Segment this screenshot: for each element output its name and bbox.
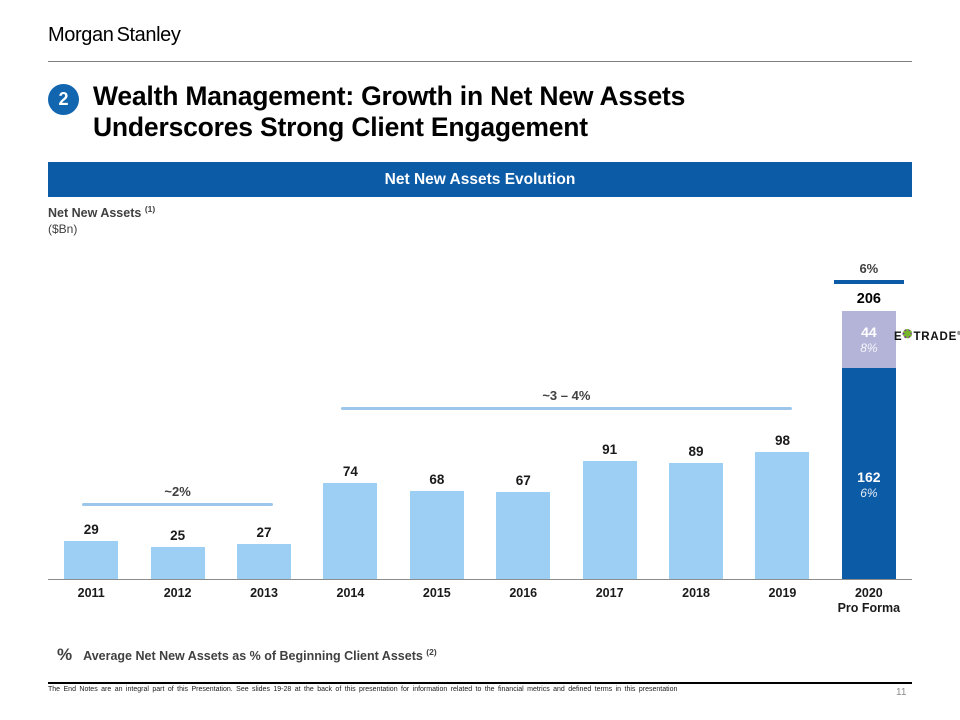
bar-2017 — [582, 460, 637, 579]
etrade-registered-mark: ® — [957, 331, 960, 338]
bar-value-label: 91 — [602, 441, 618, 457]
x-axis-label-line1: 2012 — [163, 586, 192, 600]
segment-value-label: 162 — [857, 468, 881, 485]
bar-2019 — [755, 451, 810, 579]
x-axis-label-line1: 2011 — [77, 586, 105, 600]
chart-column-2012: 25 — [134, 248, 220, 579]
etrade-logo: E ✱ ✱ TRADE® — [894, 325, 960, 343]
chart-x-axis-labels: 2011 2012 2013 2014 2015 2016 2017 2018 2019 2020… — [48, 586, 912, 616]
bar-value-label: 29 — [83, 522, 99, 538]
chart-column-2018: 89 — [653, 248, 739, 579]
bar-segment-e-trade: 44 8% — [841, 311, 896, 369]
slide-title-line2: Underscores Strong Client Engagement — [93, 112, 588, 142]
title-row: 2 Wealth Management: Growth in Net New A… — [48, 81, 912, 143]
x-axis-label-line1: 2015 — [422, 586, 451, 600]
footnote-text: Average Net New Assets as % of Beginning… — [83, 646, 437, 663]
bracket-line-1 — [341, 406, 792, 410]
chart-column-2019: 98 — [739, 248, 825, 579]
x-axis-label-line2: Pro Forma — [837, 601, 901, 615]
chart-column-2011: 29 — [48, 248, 134, 579]
bar-value-label: 98 — [774, 432, 790, 448]
slide-title: Wealth Management: Growth in Net New Ass… — [93, 81, 685, 143]
footer: The End Notes are an integral part of th… — [48, 682, 912, 693]
etrade-star-icon: ✱ ✱ — [899, 325, 916, 343]
x-axis-label-2016: 2016 — [480, 586, 566, 616]
x-axis-label-2019: 2019 — [739, 586, 825, 616]
x-axis-label-line1: 2016 — [509, 586, 538, 600]
x-axis-label-line1: 2014 — [336, 586, 365, 600]
total-value-label: 206 — [856, 290, 881, 307]
bar-segment-morgan-stanley: 162 6% — [841, 368, 896, 579]
percent-symbol: % — [57, 645, 73, 664]
morgan-stanley-logo: Morgan Stanley — [48, 24, 181, 46]
bar-value-label: 25 — [170, 527, 186, 543]
x-axis-label-2013: 2013 — [221, 586, 307, 616]
bar-chart: 29 25 27 74 68 67 91 89 98 6% 206 44 8% 162 6% ~2% ~3 – … — [48, 248, 960, 618]
x-axis-label-line1: 2019 — [768, 586, 797, 600]
chart-axis-title: Net New Assets (1) — [48, 204, 155, 220]
x-axis-label-line1: 2013 — [250, 586, 278, 600]
chart-column-2017: 91 — [566, 248, 652, 579]
bar-2016 — [496, 491, 551, 579]
bar-2015 — [409, 490, 464, 579]
chart-axis-title-text: Net New Assets — [48, 206, 142, 221]
x-axis-label-2014: 2014 — [307, 586, 393, 616]
bar-value-label: 27 — [256, 524, 272, 540]
bracket-line-0 — [82, 502, 274, 507]
segment-percent-label: 6% — [860, 485, 878, 500]
footnote-marker-2: (2) — [426, 646, 437, 657]
segment-percent-label: 8% — [860, 340, 878, 355]
chart-plot-area: 29 25 27 74 68 67 91 89 98 6% 206 44 8% 162 6% ~2% ~3 – … — [48, 248, 912, 580]
footnote-marker-1: (1) — [144, 204, 156, 214]
disclaimer-text: The End Notes are an integral part of th… — [48, 686, 678, 693]
segment-value-label: 44 — [861, 323, 877, 340]
section-number-badge: 2 — [48, 84, 79, 115]
bar-2012 — [150, 546, 205, 579]
bar-value-label: 68 — [429, 471, 445, 487]
stacked-bar-2020: 44 8% 162 6% — [841, 311, 896, 579]
bar-2018 — [669, 463, 724, 579]
chart-column-2016: 67 — [480, 248, 566, 579]
chart-column-2020: 6% 206 44 8% 162 6% — [826, 248, 912, 579]
bar-2014 — [323, 482, 378, 579]
page-number: 11 — [896, 687, 907, 698]
chart-column-2013: 27 — [221, 248, 307, 579]
x-axis-label-2020: 2020 Pro Forma — [826, 586, 912, 616]
x-axis-label-line1: 2020 — [854, 586, 883, 600]
slide-title-line1: Wealth Management: Growth in Net New Ass… — [93, 81, 686, 111]
x-axis-label-2012: 2012 — [134, 586, 220, 616]
bar-value-label: 67 — [515, 472, 531, 488]
chart-axis-label: Net New Assets (1) ($Bn) — [48, 204, 155, 236]
total-percent-label: 6% — [859, 260, 879, 276]
bracket-label-1: ~3 – 4% — [542, 388, 591, 403]
section-band: Net New Assets Evolution — [48, 162, 912, 197]
x-axis-label-2011: 2011 — [48, 586, 134, 616]
chart-column-2014: 74 — [307, 248, 393, 579]
x-axis-label-2018: 2018 — [653, 586, 739, 616]
bracket-label-0: ~2% — [164, 484, 191, 500]
header-divider — [48, 61, 912, 62]
chart-axis-unit: ($Bn) — [48, 222, 78, 237]
chart-column-2015: 68 — [394, 248, 480, 579]
bar-value-label: 89 — [688, 444, 704, 460]
bar-value-label: 74 — [342, 463, 358, 479]
etrade-logo-e: E — [894, 331, 903, 343]
x-axis-label-2015: 2015 — [394, 586, 480, 616]
bar-2013 — [237, 543, 292, 579]
total-bracket-line — [833, 279, 904, 284]
x-axis-label-line1: 2018 — [682, 586, 710, 600]
etrade-logo-trade: TRADE — [913, 331, 958, 343]
x-axis-label-line1: 2017 — [595, 586, 624, 600]
x-axis-label-2017: 2017 — [566, 586, 652, 616]
chart-footnote: % Average Net New Assets as % of Beginni… — [57, 645, 437, 665]
bar-2011 — [64, 541, 119, 579]
